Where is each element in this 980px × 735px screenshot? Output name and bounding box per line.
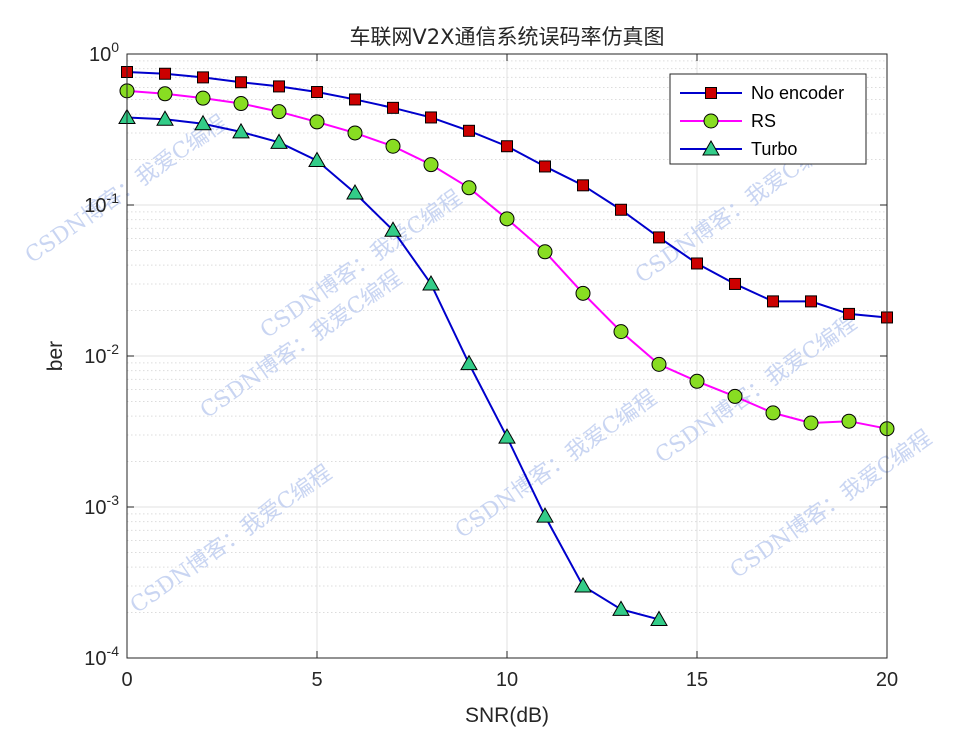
data-point: [615, 203, 627, 216]
data-point: [347, 125, 363, 141]
legend: No encoder RS Turbo: [669, 73, 867, 165]
data-point: [501, 140, 513, 153]
data-point: [194, 114, 212, 131]
data-point: [422, 274, 440, 291]
x-tick-label: 20: [876, 669, 898, 691]
data-point: [805, 295, 817, 308]
data-point: [197, 71, 209, 84]
data-point: [384, 221, 402, 237]
series-turbo: [118, 108, 668, 626]
data-point: [536, 507, 554, 523]
x-tick-label: 15: [686, 669, 708, 691]
y-tick-label: 10-4: [84, 643, 119, 670]
chart-title: 车联网V2X通信系统误码率仿真图: [349, 25, 664, 49]
data-point: [460, 354, 478, 371]
data-point: [539, 160, 551, 173]
data-point: [156, 110, 174, 126]
data-point: [270, 133, 288, 149]
y-tick-label: 10-2: [84, 341, 119, 368]
legend-label: RS: [751, 111, 776, 131]
y-axis-title: ber: [44, 341, 67, 371]
data-point: [575, 285, 591, 301]
data-point: [309, 114, 325, 130]
data-point: [499, 211, 515, 227]
data-point: [651, 356, 667, 372]
legend-marker: [703, 113, 719, 129]
data-point: [612, 600, 630, 616]
series-rs: [119, 83, 895, 437]
data-point: [729, 277, 741, 290]
data-point: [157, 86, 173, 102]
data-point: [423, 157, 439, 173]
legend-label: No encoder: [751, 83, 844, 103]
x-axis-title: SNR(dB): [465, 704, 549, 727]
data-point: [425, 111, 437, 124]
data-point: [653, 231, 665, 244]
ticks: 0 5 10 15 20 100 10-1 10-2 10-3 10-4: [84, 39, 898, 691]
legend-label: Turbo: [751, 139, 797, 159]
y-tick-label: 10-1: [84, 190, 119, 217]
data-point: [498, 428, 516, 444]
y-tick-label: 100: [89, 39, 119, 66]
data-point: [346, 184, 364, 200]
x-tick-label: 0: [121, 669, 132, 691]
data-point: [385, 138, 401, 154]
data-point: [463, 124, 475, 137]
legend-marker: [702, 139, 720, 156]
data-point: [308, 151, 326, 168]
data-point: [843, 307, 855, 320]
x-tick-label: 10: [496, 669, 518, 691]
data-point: [195, 90, 211, 106]
data-point: [273, 80, 285, 93]
data-point: [537, 244, 553, 260]
data-point: [841, 413, 857, 429]
data-point: [689, 373, 705, 389]
data-point: [574, 576, 592, 593]
data-point: [577, 179, 589, 192]
legend-marker: [705, 87, 717, 99]
data-point: [271, 104, 287, 120]
data-point: [765, 405, 781, 421]
data-point: [387, 101, 399, 114]
data-point: [349, 93, 361, 106]
data-point: [803, 415, 819, 431]
data-point: [232, 122, 250, 139]
data-point: [311, 86, 323, 99]
data-point: [613, 324, 629, 340]
data-point: [233, 96, 249, 112]
data-point: [691, 257, 703, 270]
data-point: [461, 180, 477, 196]
x-tick-label: 5: [311, 669, 322, 691]
data-point: [650, 610, 668, 626]
data-point: [159, 67, 171, 80]
data-point: [767, 295, 779, 308]
y-tick-label: 10-3: [84, 492, 119, 519]
data-point: [235, 76, 247, 89]
series-layer: [118, 65, 895, 626]
data-point: [727, 388, 743, 404]
